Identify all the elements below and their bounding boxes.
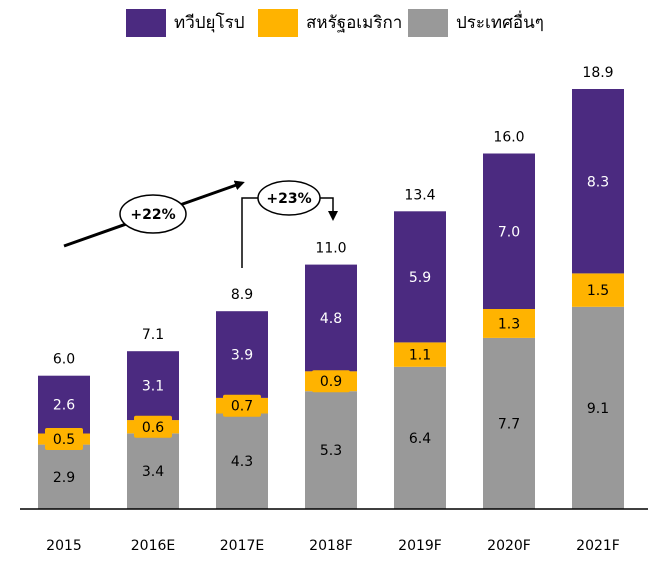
value-label-europe-2017E: 3.9 xyxy=(231,348,253,364)
value-label-other-2021F: 9.1 xyxy=(587,401,609,417)
value-label-usa-2017E: 0.7 xyxy=(231,399,253,415)
bar-segment-europe-2021F xyxy=(572,89,624,274)
value-label-other-2017E: 4.3 xyxy=(231,454,253,470)
total-label-2020F: 16.0 xyxy=(493,130,524,146)
legend-item-usa: สหรัฐอเมริกา xyxy=(258,8,402,38)
bar-segment-usa-2020F xyxy=(483,309,535,338)
value-label-other-2018F: 5.3 xyxy=(320,443,342,459)
value-label-usa-2018F: 0.9 xyxy=(320,374,342,390)
data-labels: 2.9 0.5 2.6 6.0 3.4 0.6 3.1 7.1 4.3 0.7 3.9 8.9 5.3 0… xyxy=(45,65,614,486)
bar-segment-other-2020F xyxy=(483,337,535,509)
value-label-usa-2021F: 1.5 xyxy=(587,283,609,299)
legend-swatch-other xyxy=(408,9,448,37)
bar-segment-europe-2019F xyxy=(394,211,446,343)
value-label-highlight xyxy=(45,428,83,450)
growth-bubble-1 xyxy=(119,194,187,234)
bar-segment-other-2017E xyxy=(216,413,268,509)
legend-label-europe: ทวีปยุโรป xyxy=(174,13,245,33)
legend-label-other: ประเทศอื่นๆ xyxy=(456,13,544,33)
bar-segment-other-2021F xyxy=(572,306,624,509)
x-tick-label-2018F: 2018F xyxy=(309,538,353,554)
bar-segment-other-2019F xyxy=(394,366,446,509)
value-label-highlight xyxy=(134,415,172,438)
x-tick-label-2015: 2015 xyxy=(46,538,82,554)
growth-label-1: +22% xyxy=(130,207,175,223)
bar-segment-europe-2020F xyxy=(483,153,535,309)
bar-segment-europe-2015 xyxy=(38,375,90,434)
legend-swatch-usa xyxy=(258,9,298,37)
value-label-usa-2020F: 1.3 xyxy=(498,317,520,333)
legend-item-other: ประเทศอื่นๆ xyxy=(408,8,544,38)
value-label-other-2015: 2.9 xyxy=(53,470,75,486)
total-label-2021F: 18.9 xyxy=(582,65,613,81)
total-label-2019F: 13.4 xyxy=(404,187,435,203)
value-label-usa-2016E: 0.6 xyxy=(142,420,164,436)
bar-segment-europe-2017E xyxy=(216,311,268,398)
value-label-usa-2015: 0.5 xyxy=(53,432,75,448)
value-label-europe-2016E: 3.1 xyxy=(142,379,164,395)
total-label-2016E: 7.1 xyxy=(142,327,164,343)
bar-segment-other-2018F xyxy=(305,391,357,509)
bar-segment-europe-2018F xyxy=(305,264,357,372)
value-label-europe-2018F: 4.8 xyxy=(320,311,342,327)
legend-swatch-europe xyxy=(126,9,166,37)
growth-label-2: +23% xyxy=(266,191,311,207)
value-label-usa-2019F: 1.1 xyxy=(409,348,431,364)
bar-segment-other-2015 xyxy=(38,444,90,509)
bar-segment-other-2016E xyxy=(127,433,179,509)
value-label-europe-2019F: 5.9 xyxy=(409,270,431,286)
legend-label-usa: สหรัฐอเมริกา xyxy=(306,13,403,33)
value-label-other-2016E: 3.4 xyxy=(142,464,164,480)
x-tick-label-2016E: 2016E xyxy=(131,538,175,554)
bar-segment-usa-2019F xyxy=(394,342,446,367)
x-tick-label-2021F: 2021F xyxy=(576,538,620,554)
growth-annotations: +22% +23% xyxy=(63,180,338,268)
total-label-2017E: 8.9 xyxy=(231,287,253,303)
value-label-other-2020F: 7.7 xyxy=(498,417,520,433)
value-label-other-2019F: 6.4 xyxy=(409,431,431,447)
growth-bubble-2 xyxy=(257,180,321,216)
x-tick-label-2017E: 2017E xyxy=(220,538,264,554)
value-label-highlight xyxy=(223,394,261,417)
value-label-highlight xyxy=(312,370,350,393)
x-tick-label-2019F: 2019F xyxy=(398,538,442,554)
value-label-europe-2020F: 7.0 xyxy=(498,224,520,240)
total-label-2018F: 11.0 xyxy=(315,241,346,257)
x-axis: 2015 2016E 2017E 2018F 2019F 2020F 2021F xyxy=(20,508,648,554)
value-label-europe-2015: 2.6 xyxy=(53,398,75,414)
value-label-europe-2021F: 8.3 xyxy=(587,174,609,190)
total-label-2015: 6.0 xyxy=(53,352,75,368)
bar-segment-europe-2016E xyxy=(127,351,179,421)
bar-segment-usa-2021F xyxy=(572,273,624,307)
x-tick-label-2020F: 2020F xyxy=(487,538,531,554)
legend-item-europe: ทวีปยุโรป xyxy=(126,8,245,38)
bars xyxy=(38,89,624,509)
